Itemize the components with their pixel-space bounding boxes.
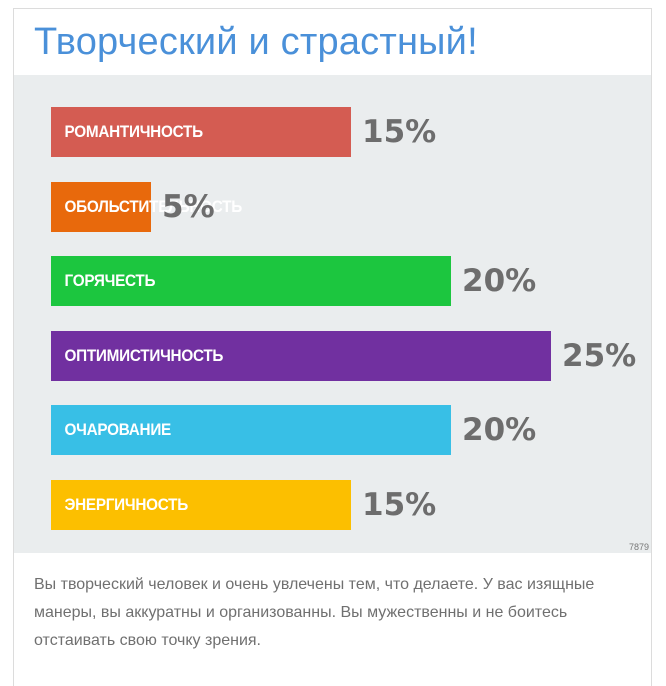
bar-value-label: 5% — [162, 189, 215, 225]
image-id-label: 7879 — [628, 542, 649, 552]
bar-5: ОЧАРОВАНИЕ — [51, 405, 451, 455]
result-description: Вы творческий человек и очень увлечены т… — [34, 576, 595, 649]
bar-3: ГОРЯЧЕСТЬ — [51, 256, 451, 306]
bar-value-label: 20% — [462, 263, 537, 299]
bar-6: ЭНЕРГИЧНОСТЬ — [51, 480, 351, 530]
bar-label: РОМАНТИЧНОСТЬ — [64, 122, 204, 141]
result-card: Творческий и страстный! 7879 РОМАНТИЧНОС… — [13, 8, 652, 686]
bar-label: ОПТИМИСТИЧНОСТЬ — [64, 346, 224, 365]
result-title: Творческий и страстный! — [34, 21, 478, 63]
bar-value-label: 20% — [462, 412, 537, 448]
bar-label: ЭНЕРГИЧНОСТЬ — [64, 495, 189, 514]
bar-label: ГОРЯЧЕСТЬ — [64, 271, 156, 290]
bar-value-label: 15% — [362, 114, 437, 150]
bar-value-label: 15% — [362, 487, 437, 523]
bar-label: ОБОЛЬСТИТЕЛЬНОСТЬ — [64, 197, 243, 216]
bar-4: ОПТИМИСТИЧНОСТЬ — [51, 331, 551, 381]
bar-label: ОЧАРОВАНИЕ — [64, 420, 172, 439]
chart-panel: 7879 РОМАНТИЧНОСТЬ 15% ОБОЛЬСТИТЕЛЬНОСТЬ 5%… — [14, 75, 651, 553]
bar-1: РОМАНТИЧНОСТЬ — [51, 107, 351, 157]
bar-value-label: 25% — [562, 338, 637, 374]
bar-2: ОБОЛЬСТИТЕЛЬНОСТЬ — [51, 182, 242, 232]
